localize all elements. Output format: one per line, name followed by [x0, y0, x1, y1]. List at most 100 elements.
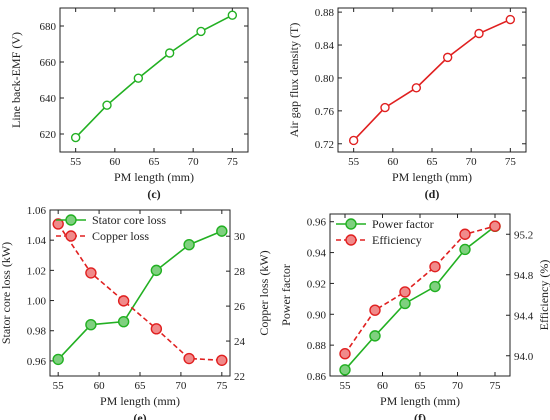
x-tick-label: 70 [466, 156, 478, 168]
x-tick-label: 55 [340, 380, 352, 392]
legend-marker [65, 214, 77, 226]
data-point [52, 218, 64, 230]
legend-label: Copper loss [92, 229, 149, 243]
series-line-power-factor [344, 225, 496, 371]
y-tick-label: 0.98 [27, 326, 47, 338]
data-point [348, 135, 359, 146]
data-point [380, 102, 390, 113]
y2-tick-label: 26 [234, 301, 246, 313]
plot-frame [59, 7, 249, 153]
y-tick-label: 0.84 [315, 40, 335, 52]
y-tick-label: 1.00 [27, 296, 47, 308]
y2-axis-label: Copper loss (kW) [257, 250, 271, 335]
x-tick-label: 60 [377, 380, 389, 392]
data-point [150, 264, 163, 277]
y-tick-label: 0.88 [307, 340, 327, 352]
legend-label: Power factor [372, 217, 434, 231]
series-line-copper-loss [57, 223, 222, 362]
x-tick-label: 75 [490, 380, 502, 392]
y-tick-label: 640 [40, 93, 57, 105]
y-tick-label: 0.96 [27, 356, 47, 368]
data-point [183, 352, 195, 365]
x-axis-label: PM length (mm) [114, 170, 194, 184]
y2-tick-label: 94.8 [514, 270, 534, 282]
data-point [85, 318, 97, 331]
y-tick-label: 0.76 [315, 106, 335, 118]
series-line-main [353, 18, 511, 142]
data-point [459, 228, 471, 240]
data-point [150, 323, 163, 335]
y-tick-label: 0.88 [315, 7, 335, 19]
x-tick-label: 75 [227, 156, 239, 168]
data-point [133, 73, 144, 83]
data-point [489, 220, 501, 232]
data-point [216, 354, 228, 366]
data-point [339, 348, 351, 360]
x-tick-label: 65 [427, 156, 439, 168]
y-tick-label: 0.72 [315, 139, 334, 151]
legend-label: Efficiency [372, 233, 422, 247]
y-axis-label: Air gap flux density (T) [287, 23, 301, 138]
y2-tick-label: 94.4 [514, 310, 534, 322]
x-tick-label: 75 [216, 380, 228, 392]
y-tick-label: 660 [40, 57, 57, 69]
panel-label: (d) [425, 187, 440, 201]
data-point [216, 225, 228, 237]
data-point [429, 280, 441, 293]
data-point [102, 100, 112, 110]
y-tick-label: 0.94 [307, 248, 327, 260]
data-point [474, 28, 484, 39]
y-axis-label: Power factor [279, 264, 293, 326]
data-point [505, 14, 516, 25]
x-tick-label: 55 [70, 156, 82, 168]
y-tick-label: 1.06 [27, 205, 47, 217]
data-point [70, 132, 81, 143]
y2-tick-label: 22 [234, 371, 245, 383]
data-point [369, 304, 381, 316]
data-point [399, 297, 411, 310]
y-axis-label: Line back-EMF (V) [9, 32, 23, 128]
y-tick-label: 1.02 [27, 265, 46, 277]
data-point [442, 52, 453, 63]
y2-axis-label: Efficiency (%) [537, 260, 550, 331]
y-tick-label: 620 [40, 129, 57, 141]
data-point [183, 239, 195, 251]
y2-tick-label: 24 [234, 336, 246, 348]
legend-label: Stator core loss [92, 213, 166, 227]
panel-label: (e) [133, 411, 146, 420]
y2-tick-label: 95.2 [514, 229, 533, 241]
data-point [429, 260, 441, 273]
data-point [339, 364, 351, 376]
data-point [164, 48, 175, 58]
x-tick-label: 60 [109, 156, 121, 168]
y-tick-label: 0.96 [307, 217, 327, 229]
legend-marker [65, 230, 77, 242]
chart-panel-2: 55 60 65 70 75 0.72 0.76 0.80 0.84 0.88 PM length … [287, 7, 527, 201]
chart-panel-3: 55 60 65 70 75 0.96 0.98 1.00 1.02 1.04 1.06 22 24 26… [0, 205, 271, 420]
x-tick-label: 70 [188, 156, 200, 168]
x-tick-label: 70 [175, 380, 187, 392]
x-tick-label: 60 [94, 380, 106, 392]
data-point [85, 267, 97, 279]
x-axis-label: PM length (mm) [392, 170, 472, 184]
data-point [369, 330, 381, 342]
chart-panel-1: 55 60 65 70 75 620 640 660 680 PM length (mm) Line… [9, 7, 249, 201]
x-axis-label: PM length (mm) [380, 394, 460, 408]
x-tick-label: 55 [348, 156, 360, 168]
data-point [196, 26, 206, 37]
data-point [52, 353, 64, 366]
x-tick-label: 70 [452, 380, 464, 392]
y2-tick-label: 94.0 [514, 351, 534, 363]
data-point [227, 10, 238, 20]
x-tick-label: 65 [149, 156, 161, 168]
legend-marker [345, 218, 357, 230]
x-tick-label: 65 [415, 380, 427, 392]
y-tick-label: 0.86 [307, 371, 327, 383]
data-point [459, 243, 471, 256]
legend-marker [345, 234, 357, 246]
x-tick-label: 75 [505, 156, 517, 168]
x-tick-label: 55 [53, 380, 65, 392]
plot-frame [337, 7, 527, 153]
x-tick-label: 60 [387, 156, 399, 168]
